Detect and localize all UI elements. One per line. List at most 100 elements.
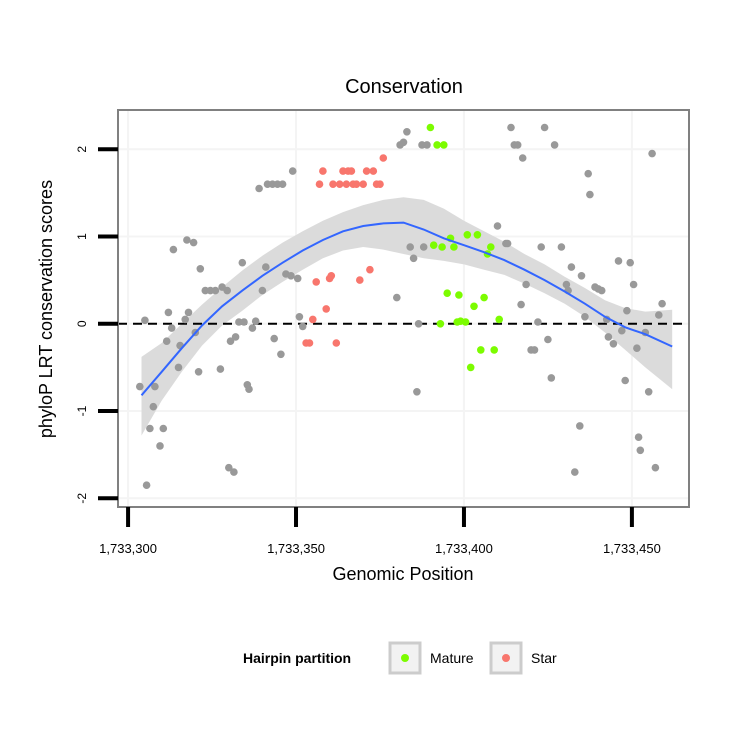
legend-entry-star: Star bbox=[489, 641, 557, 675]
series-mature bbox=[426, 123, 504, 372]
other-point-104 bbox=[634, 433, 643, 442]
y-axis-label: phyloP LRT conservation scores bbox=[36, 180, 56, 438]
legend-entry-mature: Mature bbox=[388, 641, 474, 675]
series-star bbox=[302, 154, 388, 347]
mature-point-12 bbox=[461, 318, 470, 326]
other-point-55 bbox=[399, 138, 408, 147]
other-point-9 bbox=[164, 308, 173, 317]
other-point-52 bbox=[298, 322, 307, 331]
other-point-79 bbox=[547, 374, 556, 382]
other-point-43 bbox=[270, 334, 279, 343]
other-point-32 bbox=[238, 258, 247, 267]
other-point-110 bbox=[655, 311, 663, 319]
mature-point-10 bbox=[455, 291, 463, 299]
other-point-86 bbox=[576, 422, 584, 430]
other-point-53 bbox=[393, 293, 401, 302]
smooth-line-layer bbox=[140, 221, 673, 396]
other-point-17 bbox=[189, 238, 198, 247]
mature-point-13 bbox=[463, 231, 472, 239]
star-point-5 bbox=[319, 167, 327, 175]
chart-title: Conservation bbox=[345, 76, 463, 98]
other-point-101 bbox=[626, 258, 634, 267]
series-other bbox=[136, 123, 666, 490]
other-point-80 bbox=[550, 141, 559, 149]
mature-point-22 bbox=[495, 315, 504, 324]
other-point-66 bbox=[503, 239, 512, 248]
other-point-23 bbox=[211, 286, 220, 295]
x-tick-label-0: 1,733,300 bbox=[99, 541, 157, 556]
mature-point-16 bbox=[473, 231, 482, 239]
y-tick-label-4: 2 bbox=[75, 146, 89, 153]
other-point-51 bbox=[295, 313, 304, 321]
mature-point-20 bbox=[487, 243, 495, 251]
mature-point-5 bbox=[440, 141, 448, 149]
x-tick-label-3: 1,733,450 bbox=[603, 541, 661, 556]
other-point-19 bbox=[194, 368, 203, 376]
other-point-38 bbox=[255, 184, 263, 193]
other-point-40 bbox=[262, 263, 270, 271]
other-point-6 bbox=[156, 442, 164, 450]
star-point-8 bbox=[327, 272, 336, 280]
other-point-88 bbox=[581, 313, 589, 321]
y-tick-label-0: -2 bbox=[75, 493, 89, 504]
star-point-17 bbox=[352, 180, 361, 188]
other-point-50 bbox=[293, 274, 302, 283]
mature-point-18 bbox=[480, 293, 488, 302]
other-point-8 bbox=[162, 337, 171, 346]
other-point-60 bbox=[414, 320, 423, 328]
other-point-74 bbox=[530, 346, 539, 354]
other-point-10 bbox=[167, 324, 176, 332]
other-point-64 bbox=[493, 222, 502, 230]
other-point-95 bbox=[604, 333, 613, 341]
other-point-11 bbox=[169, 245, 178, 254]
other-point-12 bbox=[174, 363, 183, 372]
other-point-93 bbox=[597, 286, 606, 295]
other-point-56 bbox=[403, 128, 411, 136]
mature-point-1 bbox=[429, 241, 438, 249]
other-point-16 bbox=[184, 308, 193, 317]
other-point-33 bbox=[240, 318, 248, 326]
other-point-63 bbox=[423, 141, 431, 149]
star-point-6 bbox=[322, 305, 331, 313]
confidence-band bbox=[141, 197, 673, 436]
other-point-14 bbox=[181, 315, 189, 324]
other-point-99 bbox=[621, 376, 629, 385]
mature-point-17 bbox=[477, 346, 485, 354]
star-point-3 bbox=[312, 278, 321, 286]
other-point-7 bbox=[159, 424, 168, 433]
smooth-line bbox=[140, 221, 673, 396]
other-point-48 bbox=[287, 272, 295, 280]
other-point-3 bbox=[146, 424, 154, 433]
legend-dot-star bbox=[502, 654, 510, 662]
star-point-22 bbox=[369, 167, 378, 175]
other-point-85 bbox=[571, 468, 579, 476]
star-point-9 bbox=[329, 180, 337, 188]
legend: Hairpin partition Mature Star bbox=[243, 641, 557, 675]
other-point-1 bbox=[141, 316, 149, 325]
other-point-35 bbox=[245, 385, 253, 394]
star-point-21 bbox=[366, 265, 374, 274]
mature-point-14 bbox=[466, 363, 475, 372]
other-point-28 bbox=[226, 337, 235, 346]
other-point-90 bbox=[586, 190, 594, 199]
other-point-45 bbox=[277, 350, 285, 359]
star-point-10 bbox=[332, 339, 341, 347]
other-point-102 bbox=[629, 280, 638, 289]
star-point-4 bbox=[315, 180, 324, 188]
other-point-89 bbox=[584, 169, 592, 178]
other-point-82 bbox=[562, 280, 571, 289]
other-point-36 bbox=[248, 324, 257, 332]
other-point-15 bbox=[183, 236, 191, 244]
other-point-96 bbox=[609, 340, 618, 348]
mature-point-0 bbox=[426, 123, 435, 132]
other-point-111 bbox=[658, 299, 666, 308]
x-tick-label-1: 1,733,350 bbox=[267, 541, 325, 556]
other-point-100 bbox=[623, 306, 631, 315]
star-point-18 bbox=[356, 276, 364, 284]
other-point-81 bbox=[557, 243, 566, 251]
other-point-2 bbox=[142, 481, 151, 490]
other-point-59 bbox=[413, 388, 421, 396]
star-point-25 bbox=[379, 154, 388, 162]
